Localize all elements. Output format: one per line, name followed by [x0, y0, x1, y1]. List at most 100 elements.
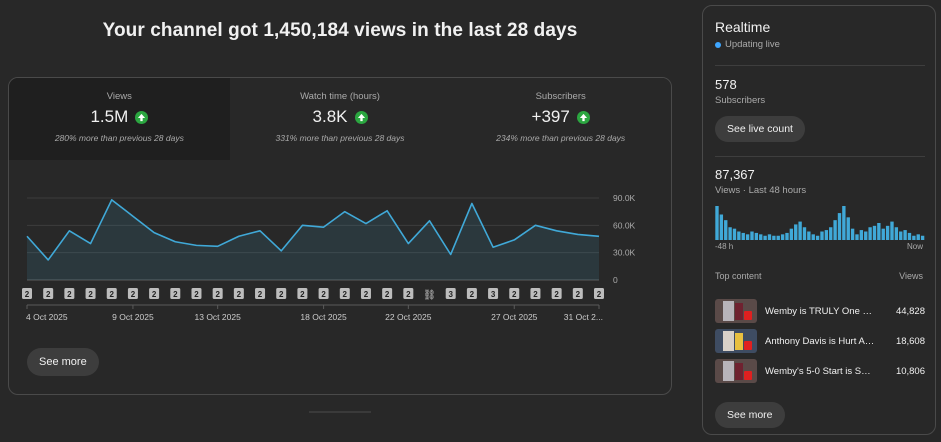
- top-video-row[interactable]: Anthony Davis is Hurt Again 18,608: [715, 328, 925, 354]
- hourly-bar: [855, 234, 859, 240]
- upload-marker: 2: [339, 288, 350, 299]
- hourly-bar: [794, 224, 798, 240]
- upload-marker: 2: [233, 288, 244, 299]
- realtime-title: Realtime: [715, 19, 771, 35]
- marker-label: 2: [597, 290, 602, 299]
- upload-marker: 2: [466, 288, 477, 299]
- tab-watch-time[interactable]: Watch time (hours) 3.8K 331% more than p…: [229, 78, 451, 160]
- marker-box: [64, 288, 75, 299]
- marker-box: [106, 288, 117, 299]
- tab-views[interactable]: Views 1.5M 280% more than previous 28 da…: [9, 78, 230, 160]
- hourly-bar: [780, 234, 785, 240]
- upload-marker: 3: [488, 288, 499, 299]
- hourly-bar: [815, 235, 820, 240]
- upload-marker: 2: [509, 288, 520, 299]
- metric-tabs: Views 1.5M 280% more than previous 28 da…: [9, 78, 671, 160]
- hourly-bar: [916, 234, 920, 240]
- hourly-bar: [907, 232, 912, 240]
- hourly-bar: [890, 221, 894, 240]
- marker-box: [318, 288, 329, 299]
- upload-marker: 2: [191, 288, 202, 299]
- marker-label: 2: [554, 290, 559, 299]
- marker-box: [22, 288, 32, 299]
- upload-marker: 2: [360, 288, 371, 299]
- see-more-button[interactable]: See more: [27, 348, 99, 376]
- hourly-bar: [859, 230, 864, 240]
- marker-label: 2: [321, 290, 326, 299]
- marker-box: [594, 288, 604, 299]
- marker-box: [382, 288, 393, 299]
- hourly-bar: [759, 234, 763, 240]
- views-chart[interactable]: 0 30.0K 60.0K 90.0K 2 2 2 2 2 2 2 2 2 2 2 2 2 2 2 2 2 2 2 ⛓ 3 2 3 2…: [9, 160, 671, 330]
- marker-label: 2: [46, 290, 51, 299]
- hourly-bar: [750, 231, 754, 240]
- metric-label: Watch time (hours): [300, 91, 380, 102]
- upload-marker: 2: [530, 288, 541, 299]
- top-video-row[interactable]: Wemby's 5-0 Start is Scary 10,806: [715, 358, 925, 384]
- video-views: 10,806: [895, 365, 925, 377]
- y-tick-label: 30.0K: [613, 248, 636, 258]
- hourly-bar: [846, 217, 850, 240]
- upload-marker: 2: [127, 288, 138, 299]
- marker-label: 2: [25, 290, 30, 299]
- x-tick-label: 13 Oct 2025: [195, 312, 242, 322]
- hourly-bar: [920, 235, 925, 240]
- upload-marker: 2: [594, 288, 604, 299]
- upload-marker: 2: [403, 288, 414, 299]
- hourly-bar: [728, 227, 732, 240]
- hourly-bar: [724, 220, 728, 240]
- marker-label: 2: [110, 290, 115, 299]
- shorts-icon: [744, 371, 752, 380]
- video-title: Anthony Davis is Hurt Again: [765, 335, 875, 347]
- y-tick-label: 0: [613, 275, 618, 285]
- marker-label: 2: [131, 290, 136, 299]
- shorts-icon: [744, 311, 752, 320]
- upload-marker: 2: [212, 288, 223, 299]
- axis-start-label: -48 h: [715, 242, 734, 251]
- marker-box: [43, 288, 54, 299]
- hourly-views-chart[interactable]: [715, 204, 925, 240]
- marker-box: [170, 288, 181, 299]
- hourly-bar: [833, 220, 837, 240]
- hourly-bar: [877, 223, 881, 240]
- metric-value: +397: [531, 107, 570, 126]
- realtime-views-label: Views · Last 48 hours: [715, 185, 807, 196]
- upload-marker: 2: [551, 288, 562, 299]
- marker-label: 2: [385, 290, 390, 299]
- hourly-bar: [763, 235, 767, 240]
- hourly-bar: [912, 235, 916, 240]
- shorts-icon: [744, 341, 752, 350]
- marker-label: 2: [215, 290, 220, 299]
- hourly-bar: [745, 234, 750, 240]
- marker-box: [466, 288, 477, 299]
- marker-box: [551, 288, 562, 299]
- x-tick-label: 18 Oct 2025: [300, 312, 347, 322]
- marker-label: 2: [364, 290, 369, 299]
- marker-box: [297, 288, 308, 299]
- link-icon: ⛓: [423, 289, 436, 301]
- marker-label: 2: [406, 290, 411, 299]
- subscriber-count: 578: [715, 77, 737, 92]
- video-thumbnail: [715, 299, 757, 323]
- marker-label: 2: [258, 290, 263, 299]
- realtime-views-count: 87,367: [715, 167, 755, 182]
- video-views: 18,608: [895, 335, 925, 347]
- see-more-button[interactable]: See more: [715, 402, 785, 428]
- marker-label: 2: [173, 290, 178, 299]
- marker-box: [445, 288, 456, 299]
- hourly-bar: [903, 230, 907, 240]
- marker-box: [212, 288, 223, 299]
- top-video-row[interactable]: Wemby is TRULY One of A Kind 44,828: [715, 298, 925, 324]
- hourly-bar: [829, 227, 833, 240]
- see-live-count-button[interactable]: See live count: [715, 116, 805, 142]
- tab-subscribers[interactable]: Subscribers +397 234% more than previous…: [450, 78, 671, 160]
- marker-label: 2: [279, 290, 284, 299]
- marker-box: [149, 288, 160, 299]
- video-thumbnail: [715, 329, 757, 353]
- live-status-text: Updating live: [725, 39, 780, 50]
- marker-label: 2: [343, 290, 348, 299]
- hourly-bar: [732, 228, 737, 240]
- live-dot-icon: [715, 41, 721, 48]
- upload-marker: 2: [572, 288, 583, 299]
- hourly-bar: [885, 225, 890, 240]
